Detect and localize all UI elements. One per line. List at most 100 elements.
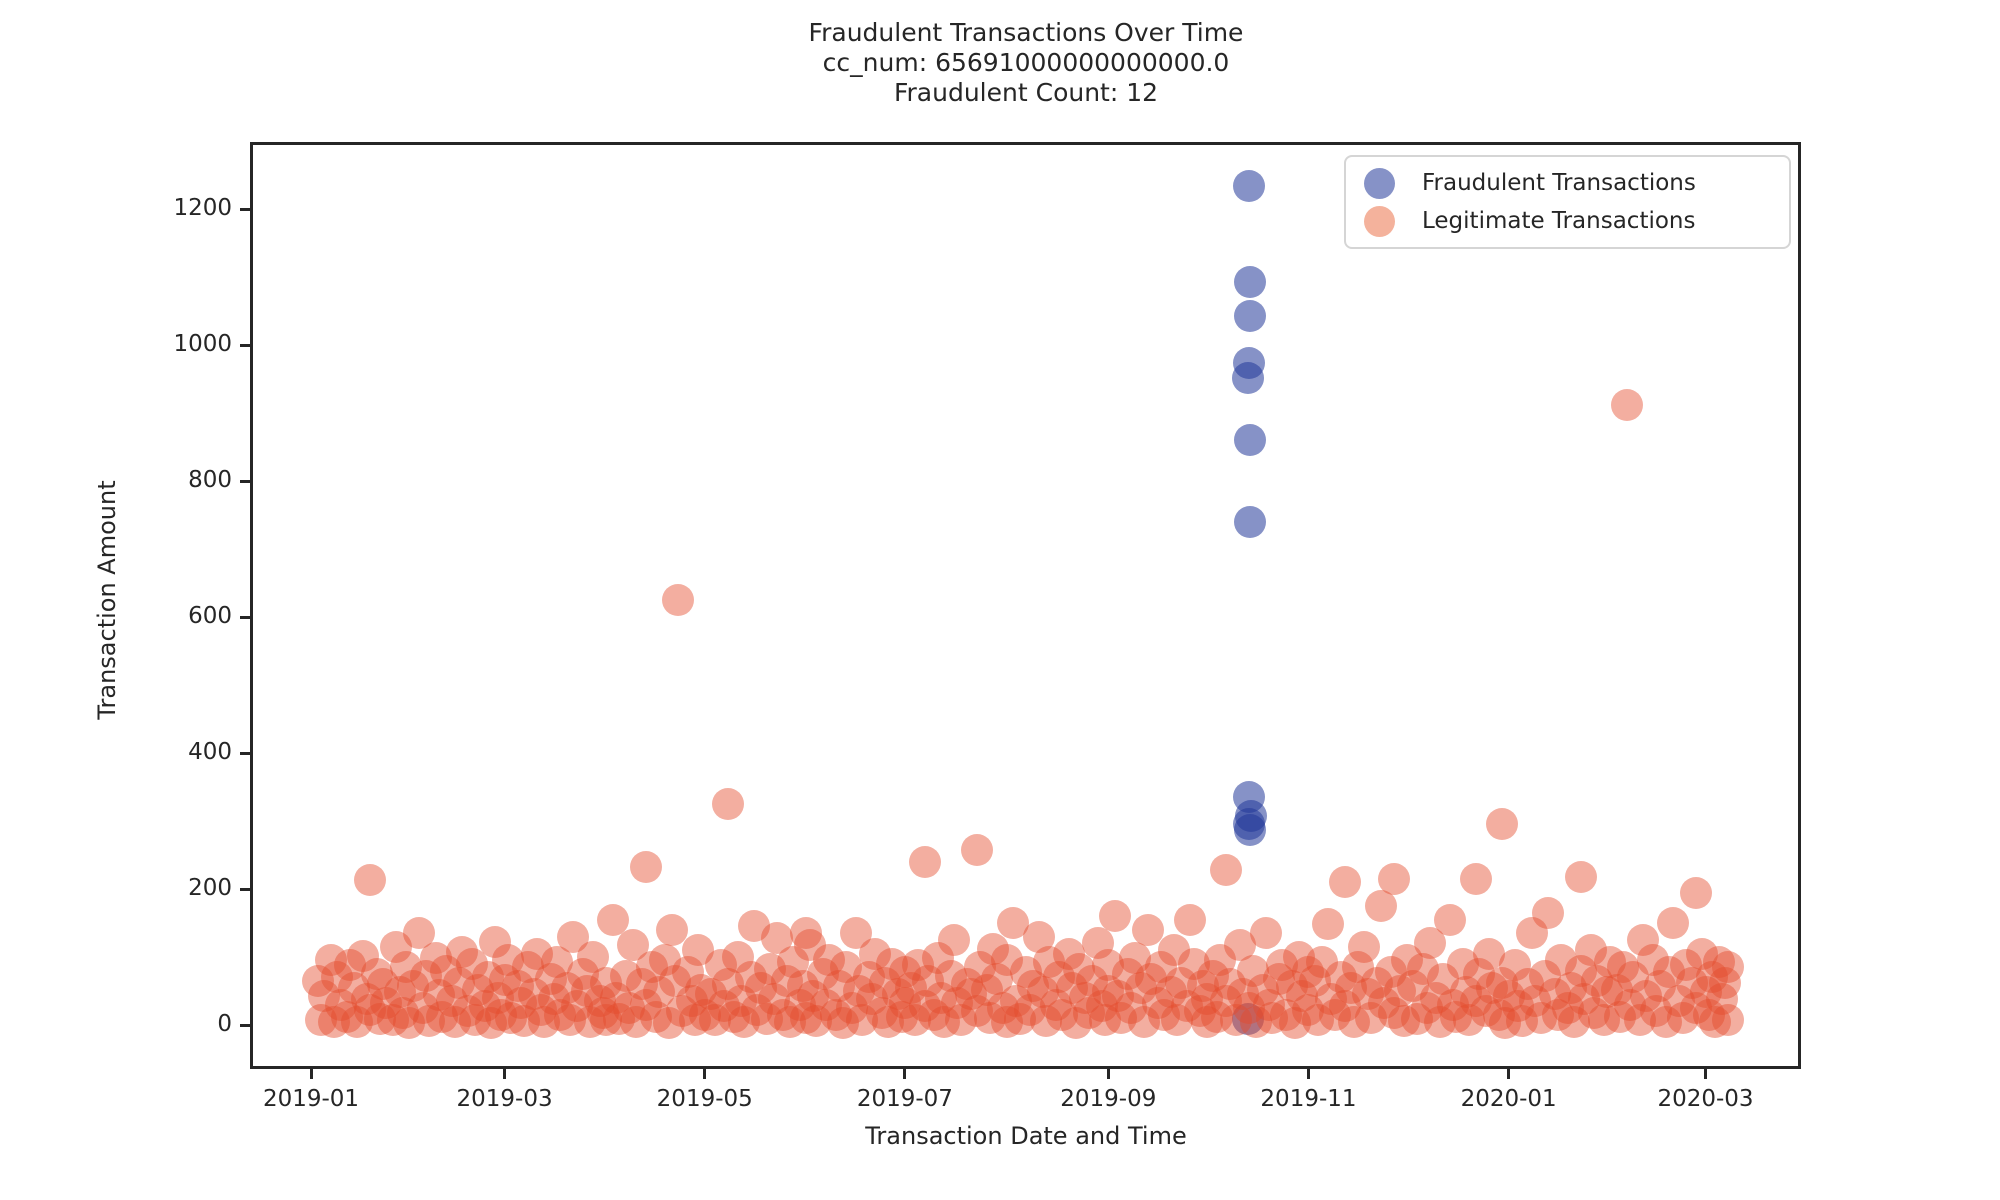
data-point-legitimate [455, 947, 488, 980]
data-point-legitimate [1459, 985, 1492, 1018]
data-point-legitimate [1266, 949, 1299, 982]
data-point-legitimate [1532, 896, 1564, 929]
data-point-legitimate [1410, 992, 1443, 1024]
data-point-legitimate [1105, 1002, 1138, 1035]
x-tick-label: 2019-01 [262, 1086, 360, 1112]
data-point-legitimate [396, 969, 429, 1002]
data-point-legitimate [961, 995, 994, 1028]
data-point-legitimate [1538, 978, 1571, 1011]
data-point-legitimate [501, 969, 534, 1002]
data-point-legitimate [938, 924, 971, 956]
data-point-legitimate [1551, 992, 1584, 1024]
data-point-legitimate [911, 964, 944, 997]
data-point-legitimate [452, 995, 485, 1028]
data-point-legitimate [1387, 1004, 1420, 1037]
data-point-legitimate [774, 1006, 807, 1039]
x-tick-mark [1306, 1069, 1310, 1079]
data-point-legitimate [1246, 973, 1279, 1006]
data-point-legitimate [1374, 955, 1407, 988]
data-point-legitimate [340, 1006, 373, 1039]
x-tick-label: 2019-05 [656, 1086, 753, 1112]
data-point-legitimate [360, 958, 393, 990]
data-point-legitimate [918, 998, 951, 1031]
data-point-legitimate [685, 973, 718, 1006]
data-point-legitimate [370, 986, 403, 1019]
data-point-legitimate [1164, 966, 1197, 999]
data-point-legitimate [527, 1006, 560, 1039]
data-point-legitimate [1348, 930, 1381, 963]
data-point-legitimate [1026, 976, 1059, 1009]
data-point-legitimate [888, 986, 921, 1019]
data-point-legitimate [1623, 1003, 1656, 1036]
data-point-legitimate [705, 949, 738, 982]
data-point-legitimate [521, 937, 554, 970]
data-point-legitimate [1239, 1005, 1272, 1038]
data-point-legitimate [475, 1006, 508, 1039]
data-point-legitimate [990, 944, 1023, 977]
data-point-legitimate [1669, 949, 1702, 982]
data-point-legitimate [767, 998, 800, 1031]
data-point-legitimate [1328, 866, 1361, 899]
data-point-legitimate [508, 1004, 541, 1037]
data-point-legitimate [1161, 1004, 1194, 1037]
data-point-legitimate [386, 996, 419, 1029]
data-point-legitimate [856, 983, 889, 1016]
data-point-legitimate [1249, 917, 1282, 950]
data-point-legitimate [1190, 1006, 1223, 1039]
data-point-legitimate [383, 976, 416, 1009]
data-point-legitimate [1115, 992, 1148, 1024]
data-point-legitimate [1653, 955, 1686, 988]
data-point-legitimate [1384, 975, 1417, 1007]
data-point-legitimate [1089, 1003, 1122, 1036]
data-point-legitimate [1157, 934, 1190, 967]
data-point-legitimate [1059, 1006, 1092, 1039]
data-point-legitimate [846, 1003, 879, 1036]
data-point-legitimate [1525, 1002, 1558, 1035]
data-point-legitimate [908, 845, 941, 878]
data-point-legitimate [1564, 860, 1597, 893]
data-point-legitimate [1587, 1003, 1620, 1036]
data-point-legitimate [550, 971, 583, 1004]
chart-title: Fraudulent Transactions Over Time cc_num… [250, 18, 1802, 108]
data-point-legitimate [587, 996, 620, 1029]
data-point-legitimate [590, 966, 623, 999]
data-point-legitimate [1016, 969, 1049, 1002]
data-point-legitimate [1128, 1005, 1161, 1038]
data-point-legitimate [1702, 946, 1735, 979]
chart-title-line1: Fraudulent Transactions Over Time [808, 18, 1244, 47]
data-point-legitimate [783, 988, 816, 1021]
data-point-legitimate [744, 971, 777, 1004]
data-point-legitimate [928, 1006, 961, 1039]
data-point-legitimate [711, 788, 744, 820]
data-point-legitimate [629, 851, 662, 884]
data-point-legitimate [1210, 985, 1243, 1018]
y-tick-label: 800 [188, 467, 232, 493]
data-point-legitimate [1118, 942, 1151, 975]
chart-title-line3: Fraudulent Count: 12 [893, 78, 1159, 107]
data-point-legitimate [961, 834, 994, 867]
data-point-legitimate [1453, 1004, 1486, 1037]
data-point-legitimate [1367, 987, 1400, 1020]
data-point-legitimate [718, 1000, 751, 1033]
data-point-legitimate [941, 987, 974, 1020]
x-tick-mark [703, 1069, 707, 1079]
data-point-legitimate [554, 1004, 587, 1037]
y-tick-mark [240, 343, 250, 347]
data-point-legitimate [1226, 978, 1259, 1011]
data-point-legitimate [695, 978, 728, 1011]
data-point-legitimate [537, 983, 570, 1016]
data-point-legitimate [1098, 900, 1131, 933]
data-point-legitimate [1463, 958, 1496, 990]
data-point-legitimate [885, 1000, 918, 1033]
data-point-legitimate [583, 985, 616, 1018]
data-point-legitimate [1177, 947, 1210, 980]
data-point-legitimate [797, 980, 830, 1013]
y-tick-label: 1000 [173, 331, 232, 357]
data-point-fraudulent [1234, 505, 1267, 538]
y-tick-label: 1200 [173, 195, 232, 221]
data-point-legitimate [544, 999, 577, 1032]
data-point-legitimate [495, 1002, 528, 1035]
data-point-legitimate [1203, 944, 1236, 977]
data-point-legitimate [363, 1002, 396, 1035]
